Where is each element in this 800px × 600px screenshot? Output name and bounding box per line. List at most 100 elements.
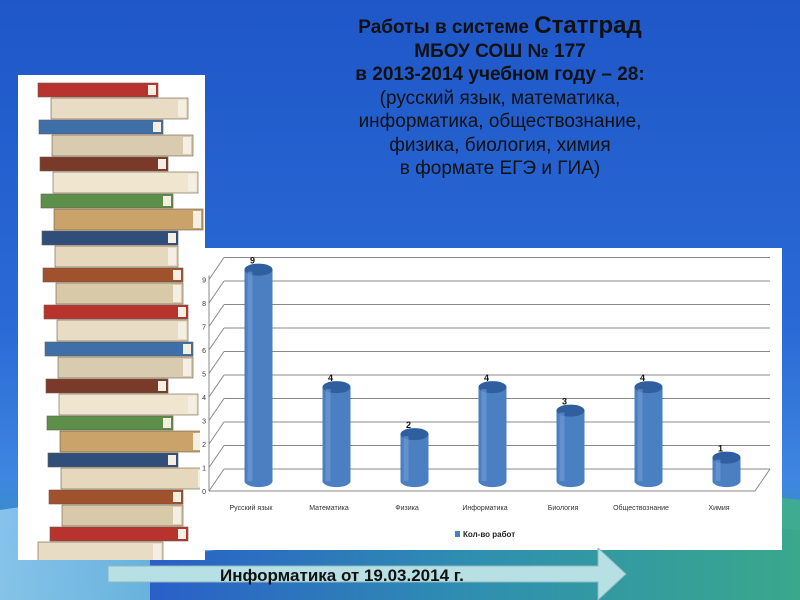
y-tick-label: 8 xyxy=(202,301,206,308)
book xyxy=(49,526,189,542)
book-pages xyxy=(173,507,181,524)
book xyxy=(45,378,169,394)
book-pages xyxy=(168,248,176,265)
book-pages xyxy=(163,196,171,206)
book xyxy=(46,415,174,431)
book xyxy=(52,171,199,194)
book-pages xyxy=(188,396,196,413)
gridline-depth xyxy=(208,257,225,280)
book xyxy=(43,304,189,320)
book-pages xyxy=(173,285,181,302)
y-tick-label: 1 xyxy=(202,466,206,473)
bar-highlight xyxy=(247,271,253,482)
arrow-polygon xyxy=(108,548,627,600)
book-pages xyxy=(188,174,196,191)
x-tick-label: Математика xyxy=(309,505,349,512)
data-label: 4 xyxy=(640,373,645,383)
book-pages xyxy=(193,211,201,228)
bar-highlight xyxy=(715,459,721,482)
book-stack-svg xyxy=(37,82,209,564)
book xyxy=(38,119,164,135)
title-line: Работы в системе xyxy=(358,17,535,38)
chart-svg: 0 1 2 3 4 5 6 7 8 9 9 Русский язык 4 Математика 2 Физик… xyxy=(202,256,771,539)
book-pages xyxy=(183,359,191,376)
book xyxy=(40,193,174,209)
gridline-depth xyxy=(208,421,225,445)
subjects-line: (русский язык, математика, xyxy=(379,87,621,109)
book-pages xyxy=(178,529,186,539)
title-line: МБОУ СОШ № 177 xyxy=(414,40,586,62)
y-tick-label: 0 xyxy=(202,489,206,496)
book-pages xyxy=(178,322,186,339)
book-pages xyxy=(163,418,171,428)
book xyxy=(50,97,189,120)
bar-highlight xyxy=(325,389,331,482)
x-tick-label: Обществознание xyxy=(613,504,669,512)
gridline-depth xyxy=(208,445,225,468)
book-pages xyxy=(168,455,176,465)
book xyxy=(47,452,179,468)
book xyxy=(54,245,179,268)
book xyxy=(59,430,204,453)
book xyxy=(39,156,169,172)
y-tick-label: 9 xyxy=(202,278,206,285)
book-stack-image xyxy=(18,75,209,564)
book-pages xyxy=(193,433,201,450)
book-pages xyxy=(183,344,191,354)
subjects-line: физика, биология, химия xyxy=(389,134,611,156)
y-tick-label: 2 xyxy=(202,442,206,449)
book xyxy=(53,208,204,231)
book xyxy=(41,230,179,246)
bar-highlight xyxy=(403,436,409,482)
bar-highlight xyxy=(637,389,643,482)
book-pages xyxy=(173,270,181,280)
gridline-depth xyxy=(208,374,225,398)
brand-name: Статград xyxy=(534,12,642,39)
book-pages xyxy=(183,137,191,154)
subjects-line: информатика, обществознание, xyxy=(358,111,642,132)
gridline-depth xyxy=(208,351,225,374)
book xyxy=(42,267,184,283)
x-tick-label: Русский язык xyxy=(229,504,273,512)
book-pages xyxy=(153,122,161,132)
data-label: 1 xyxy=(718,444,723,454)
data-label: 4 xyxy=(484,373,489,383)
data-label: 4 xyxy=(328,373,333,383)
book xyxy=(58,393,199,416)
book-pages xyxy=(158,381,166,391)
footer-arrow-text: Информатика от 19.03.2014 г. xyxy=(220,566,464,585)
gridline-depth xyxy=(208,327,225,351)
gridline-depth xyxy=(208,468,225,492)
book-pages xyxy=(148,85,156,95)
book xyxy=(56,319,189,342)
gridline-depth xyxy=(208,304,225,327)
floor-edge xyxy=(209,468,771,492)
bar-highlight xyxy=(559,412,565,482)
book xyxy=(37,82,159,98)
title-line: в 2013-2014 учебном году – 28: xyxy=(355,64,645,85)
gridline-depth xyxy=(208,280,225,304)
book xyxy=(44,341,194,357)
book xyxy=(51,134,194,157)
book-pages xyxy=(168,233,176,243)
y-tick-label: 6 xyxy=(202,348,206,355)
data-label: 3 xyxy=(562,397,567,407)
x-tick-label: Физика xyxy=(395,505,419,512)
arrow-shape xyxy=(108,548,627,600)
y-tick-label: 7 xyxy=(202,325,206,332)
y-tick-label: 4 xyxy=(202,395,206,402)
book xyxy=(57,356,194,379)
legend-label: Кол-во работ xyxy=(463,530,515,539)
x-tick-label: Химия xyxy=(708,505,729,512)
book-pages xyxy=(173,492,181,502)
book xyxy=(48,489,184,505)
book xyxy=(60,467,209,490)
book xyxy=(55,282,184,305)
book-pages xyxy=(153,544,161,561)
data-label: 9 xyxy=(250,256,255,266)
book-pages xyxy=(178,307,186,317)
x-tick-label: Биология xyxy=(548,505,579,512)
chart: 0 1 2 3 4 5 6 7 8 9 9 Русский язык 4 Математика 2 Физик… xyxy=(200,248,782,550)
y-tick-label: 5 xyxy=(202,372,206,379)
x-tick-label: Информатика xyxy=(462,505,507,512)
